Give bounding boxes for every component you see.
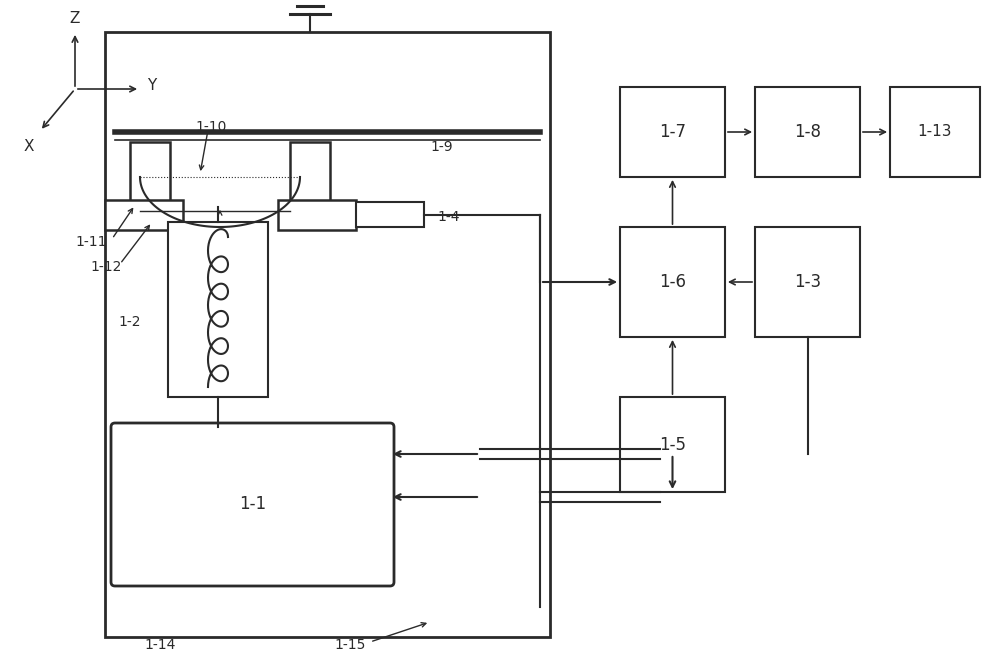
Text: Z: Z (70, 11, 80, 26)
Bar (620, 397, 725, 492)
Text: X: X (24, 139, 34, 154)
Text: 1-5: 1-5 (659, 436, 686, 454)
Text: 1-1: 1-1 (239, 495, 267, 513)
Bar (890, 87, 980, 177)
Bar (356, 202, 424, 227)
Bar (620, 87, 725, 177)
Bar (278, 200, 356, 230)
FancyBboxPatch shape (111, 423, 394, 586)
Bar (290, 142, 330, 212)
Text: 1-12: 1-12 (90, 260, 121, 274)
Text: 1-11: 1-11 (75, 235, 106, 249)
Text: 1-3: 1-3 (794, 273, 821, 291)
Text: 1-15: 1-15 (334, 638, 366, 652)
Bar (168, 222, 268, 397)
Text: 1-14: 1-14 (144, 638, 176, 652)
Text: Y: Y (147, 79, 156, 93)
Bar (105, 200, 183, 230)
Text: 1-8: 1-8 (794, 123, 821, 141)
Bar (755, 227, 860, 337)
Text: 1-9: 1-9 (430, 140, 453, 154)
Bar (105, 32, 550, 637)
Text: 1-13: 1-13 (918, 125, 952, 139)
Bar (755, 87, 860, 177)
Text: 1-6: 1-6 (659, 273, 686, 291)
Text: 1-4: 1-4 (437, 210, 460, 224)
Bar (130, 142, 170, 212)
Text: 1-7: 1-7 (659, 123, 686, 141)
Text: 1-10: 1-10 (195, 120, 226, 134)
Bar (620, 227, 725, 337)
Text: 1-2: 1-2 (118, 315, 140, 329)
